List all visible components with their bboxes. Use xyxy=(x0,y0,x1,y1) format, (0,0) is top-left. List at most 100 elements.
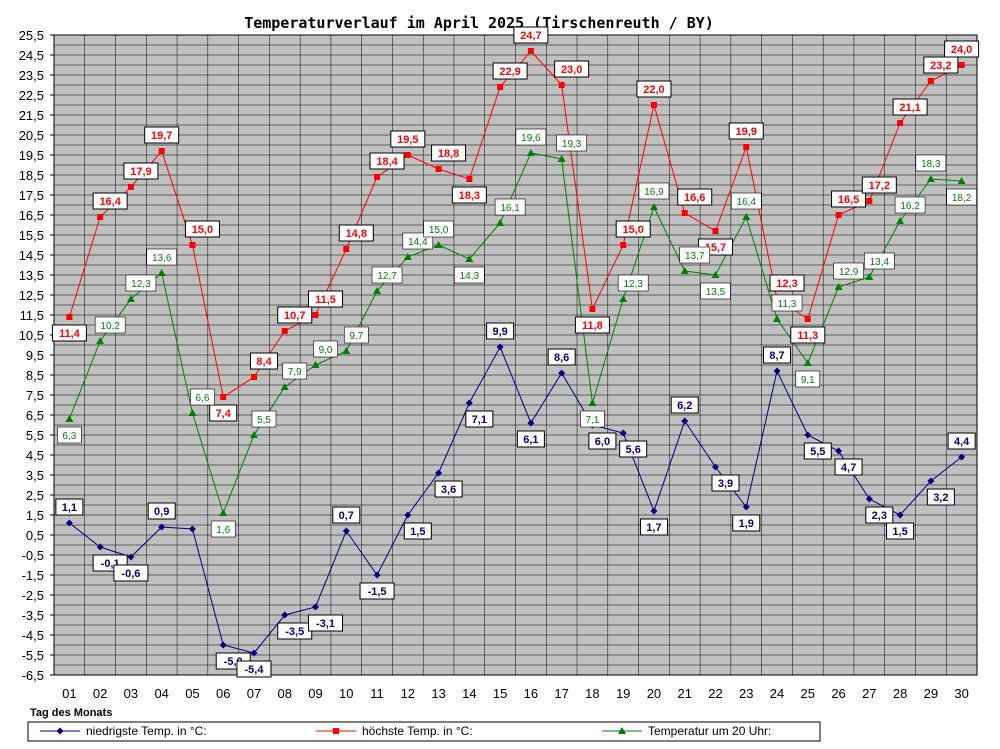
data-label-text: 7,4 xyxy=(216,408,232,420)
data-label-box xyxy=(580,410,605,428)
data-point-3 xyxy=(280,383,289,390)
data-point-3 xyxy=(557,155,566,162)
data-point-3 xyxy=(926,175,935,182)
data-label-1: 6,2 xyxy=(670,396,699,414)
data-label-1: -0,6 xyxy=(113,564,149,582)
data-label-box xyxy=(554,60,590,78)
data-label-text: 22,9 xyxy=(499,66,520,78)
data-label-3: 7,1 xyxy=(580,410,605,428)
data-label-text: -0,6 xyxy=(121,568,140,580)
data-label-text: 1,6 xyxy=(216,525,230,536)
series-line-3 xyxy=(68,152,962,515)
data-label-3: 9,1 xyxy=(795,370,821,388)
data-label-box xyxy=(795,370,821,388)
data-point-2 xyxy=(712,228,719,234)
data-point-2 xyxy=(527,48,534,54)
data-label-box xyxy=(209,404,238,422)
data-point-3 xyxy=(803,359,812,366)
y-tick-label: 25,5 xyxy=(19,28,44,43)
data-point-1 xyxy=(927,477,935,485)
data-label-1: 7,1 xyxy=(465,410,494,428)
data-point-1 xyxy=(188,525,196,533)
data-label-text: 19,5 xyxy=(397,134,418,146)
data-point-1 xyxy=(373,571,381,579)
data-label-text: 16,4 xyxy=(737,197,757,208)
y-tick-label: -4,5 xyxy=(22,628,44,643)
data-label-3: 16,4 xyxy=(730,192,762,210)
data-point-1 xyxy=(127,553,135,561)
data-label-box xyxy=(332,506,361,524)
y-tick-label: 9,5 xyxy=(26,348,44,363)
data-label-1: 3,2 xyxy=(926,488,955,506)
data-label-box xyxy=(147,502,176,520)
data-label-3: 9,7 xyxy=(343,326,369,344)
data-label-3: 13,4 xyxy=(864,252,895,270)
data-point-1 xyxy=(496,343,504,351)
data-point-1 xyxy=(619,429,627,437)
data-point-1 xyxy=(650,507,658,515)
data-label-box xyxy=(123,162,159,180)
data-point-3 xyxy=(311,361,320,368)
data-point-3 xyxy=(773,315,782,322)
data-label-text: 12,7 xyxy=(377,271,397,282)
data-point-2 xyxy=(220,394,227,400)
data-label-1: 9,9 xyxy=(486,322,515,340)
data-label-box xyxy=(51,324,87,342)
data-label-text: 9,1 xyxy=(801,375,815,386)
y-tick-label: 24,5 xyxy=(19,48,44,63)
data-label-box xyxy=(249,352,278,370)
data-point-2 xyxy=(466,176,473,182)
data-label-text: 18,8 xyxy=(438,148,459,160)
data-label-3: 1,6 xyxy=(210,520,236,538)
data-label-box xyxy=(454,266,485,284)
data-label-1: 0,7 xyxy=(332,506,361,524)
legend: niedrigste Temp. in °C: höchste Temp. in … xyxy=(27,721,821,742)
legend-label-1: niedrigste Temp. in °C: xyxy=(86,724,207,738)
data-label-box xyxy=(125,274,157,292)
data-label-text: -5,4 xyxy=(244,664,264,676)
data-label-text: 1,1 xyxy=(62,502,77,514)
data-point-2 xyxy=(558,82,565,88)
data-label-box xyxy=(359,582,395,600)
data-label-box xyxy=(308,290,344,308)
data-label-text: 9,0 xyxy=(319,345,333,356)
data-label-3: 19,3 xyxy=(556,134,587,152)
data-point-1 xyxy=(558,369,566,377)
y-tick-label: -0,5 xyxy=(22,548,44,563)
data-point-2 xyxy=(158,148,165,154)
data-point-3 xyxy=(619,295,628,302)
x-tick-label: 30 xyxy=(954,686,968,701)
data-label-text: 12,3 xyxy=(623,279,643,290)
data-label-text: 8,4 xyxy=(256,356,272,368)
data-label-box xyxy=(670,396,699,414)
x-tick-label: 25 xyxy=(801,686,815,701)
data-label-box xyxy=(308,614,344,632)
data-point-2 xyxy=(435,166,442,172)
data-label-box xyxy=(679,246,711,264)
data-label-1: 1,5 xyxy=(403,522,432,540)
data-label-text: 15,0 xyxy=(429,225,449,236)
data-label-box xyxy=(515,128,547,146)
data-point-2 xyxy=(374,174,381,180)
data-label-text: 7,9 xyxy=(288,367,302,378)
data-point-3 xyxy=(219,509,228,516)
y-tick-label: 15,5 xyxy=(19,228,44,243)
data-label-2: 16,5 xyxy=(831,190,867,208)
x-tick-label: 17 xyxy=(554,686,568,701)
data-point-3 xyxy=(711,271,720,278)
data-label-box xyxy=(730,192,762,210)
x-tick-label: 26 xyxy=(831,686,845,701)
data-labels: 1,1-0,1-0,60,9-5,0-5,4-3,5-3,10,7-1,51,5… xyxy=(51,26,980,678)
data-label-3: 14,3 xyxy=(454,266,485,284)
data-label-text: 17,9 xyxy=(130,166,151,178)
data-label-box xyxy=(513,26,549,44)
data-label-box xyxy=(771,294,803,312)
data-label-2: 23,0 xyxy=(554,60,590,78)
data-label-box xyxy=(915,154,947,172)
data-label-2: 12,3 xyxy=(769,274,805,292)
data-label-box xyxy=(803,442,832,460)
data-point-2 xyxy=(312,312,319,318)
data-label-box xyxy=(313,340,338,358)
data-label-1: 3,9 xyxy=(711,474,740,492)
data-label-text: 14,4 xyxy=(408,237,428,248)
